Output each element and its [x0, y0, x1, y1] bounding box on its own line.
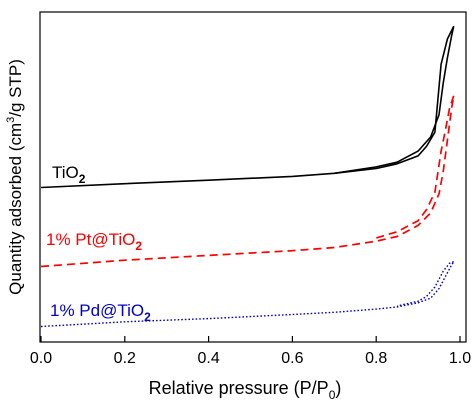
series-label-text: TiO	[52, 163, 79, 182]
x-axis-label: Relative pressure (P/P0)	[149, 378, 342, 402]
series-1-desorption-curve	[375, 95, 455, 239]
plot-frame	[39, 11, 467, 343]
series-label-sub: 2	[135, 239, 142, 253]
series-label-sub: 2	[79, 172, 86, 186]
series-label-text: 1% Pd@TiO	[50, 301, 144, 320]
curve-group	[40, 25, 455, 328]
x-tick-label: 0.2	[114, 350, 136, 367]
x-tick-label: 0.6	[281, 350, 303, 367]
x-tick-label: 1.0	[449, 350, 471, 367]
x-axis-label-end: )	[335, 378, 341, 398]
y-axis-label: Quantity adsorbed (cm3/g STP)	[5, 59, 25, 295]
y-axis-label-end: /g STP)	[6, 59, 25, 117]
series-label-0: TiO2	[52, 163, 86, 186]
series-2-adsorption-curve	[40, 261, 455, 328]
x-tick-label: 0.4	[197, 350, 219, 367]
series-0-desorption-curve	[334, 25, 455, 175]
x-axis-label-sub: 0	[329, 388, 336, 402]
series-1-adsorption-curve	[40, 95, 455, 268]
y-axis-label-sup: 3	[5, 117, 17, 123]
series-label-1: 1% Pt@TiO2	[46, 230, 142, 253]
x-tick-group: 0.0 0.2 0.4 0.6 0.8 1.0	[30, 336, 471, 367]
series-label-2: 1% Pd@TiO2	[50, 301, 151, 324]
x-tick-label: 0.8	[365, 350, 387, 367]
series-0-adsorption-curve	[40, 26, 455, 189]
series-label-sub: 2	[144, 310, 151, 324]
x-tick-label: 0.0	[30, 350, 52, 367]
series-2-desorption-curve	[396, 261, 454, 307]
series-label-text: 1% Pt@TiO	[46, 230, 135, 249]
y-axis-label-main: Quantity adsorbed (cm	[6, 123, 25, 295]
x-axis-label-main: Relative pressure (P/P	[149, 378, 329, 398]
